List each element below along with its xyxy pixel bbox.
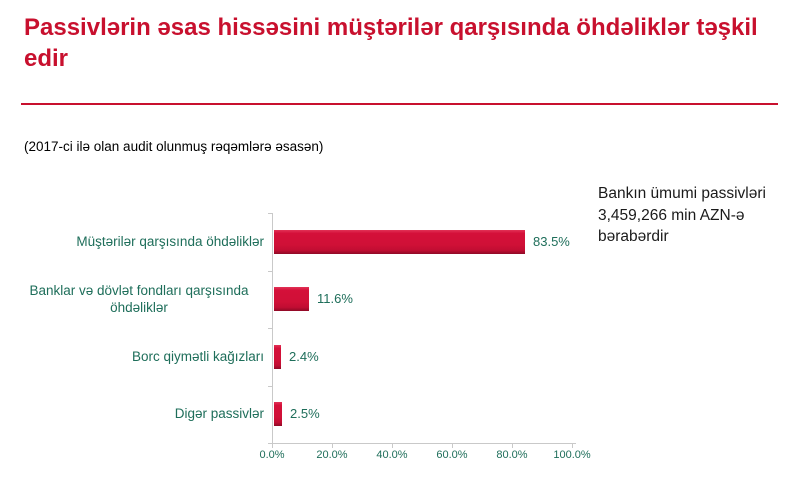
category-labels: Müştərilər qarşısında öhdəliklər Banklar … xyxy=(10,213,264,443)
category-label: Banklar və dövlət fondları qarşısında öh… xyxy=(29,282,249,316)
bar xyxy=(274,230,525,254)
y-axis-tick xyxy=(268,271,273,272)
y-axis-tick xyxy=(268,443,273,444)
x-axis-tick xyxy=(392,444,393,448)
x-axis-tick xyxy=(512,444,513,448)
x-axis-tick-label: 60.0% xyxy=(436,449,468,461)
value-label: 2.4% xyxy=(289,349,319,364)
title-divider xyxy=(21,103,778,105)
x-axis xyxy=(272,443,576,444)
category-label: Borc qiymətli kağızları xyxy=(131,348,264,364)
value-label: 83.5% xyxy=(533,234,570,249)
subtitle: (2017-ci ilə olan audit olunmuş rəqəmlər… xyxy=(24,139,324,154)
category-label-row: Borc qiymətli kağızları xyxy=(10,328,264,386)
x-axis-tick-label: 80.0% xyxy=(496,449,528,461)
x-axis-tick-label: 40.0% xyxy=(376,449,408,461)
chart-plot-area: 83.5% 11.6% 2.4% 2.5% xyxy=(272,213,573,443)
value-label: 2.5% xyxy=(290,406,320,421)
category-label-row: Banklar və dövlət fondları qarşısında öh… xyxy=(10,271,264,329)
side-note: Bankın ümumi passivləri 3,459,266 min AZ… xyxy=(598,185,766,246)
bar xyxy=(274,345,281,369)
y-axis-tick xyxy=(268,386,273,387)
category-label-row: Müştərilər qarşısında öhdəliklər xyxy=(10,213,264,271)
x-axis-tick xyxy=(572,444,573,448)
category-label: Müştərilər qarşısında öhdəliklər xyxy=(76,233,264,249)
y-axis-tick xyxy=(268,328,273,329)
bar xyxy=(274,402,282,426)
x-axis-tick xyxy=(332,444,333,448)
x-axis-tick-label: 20.0% xyxy=(316,449,348,461)
x-axis-tick-label: 100.0% xyxy=(553,449,591,461)
category-label-row: Digər passivlər xyxy=(10,386,264,444)
category-label: Digər passivlər xyxy=(174,406,264,422)
y-axis-tick xyxy=(268,213,273,214)
x-axis-tick xyxy=(452,444,453,448)
x-axis-tick-label: 0.0% xyxy=(259,449,285,461)
bar xyxy=(274,287,309,311)
slide-title: Passivlərin əsas hissəsini müştərilər qa… xyxy=(24,14,758,73)
x-axis-tick xyxy=(272,444,273,448)
value-label: 11.6% xyxy=(317,291,353,306)
